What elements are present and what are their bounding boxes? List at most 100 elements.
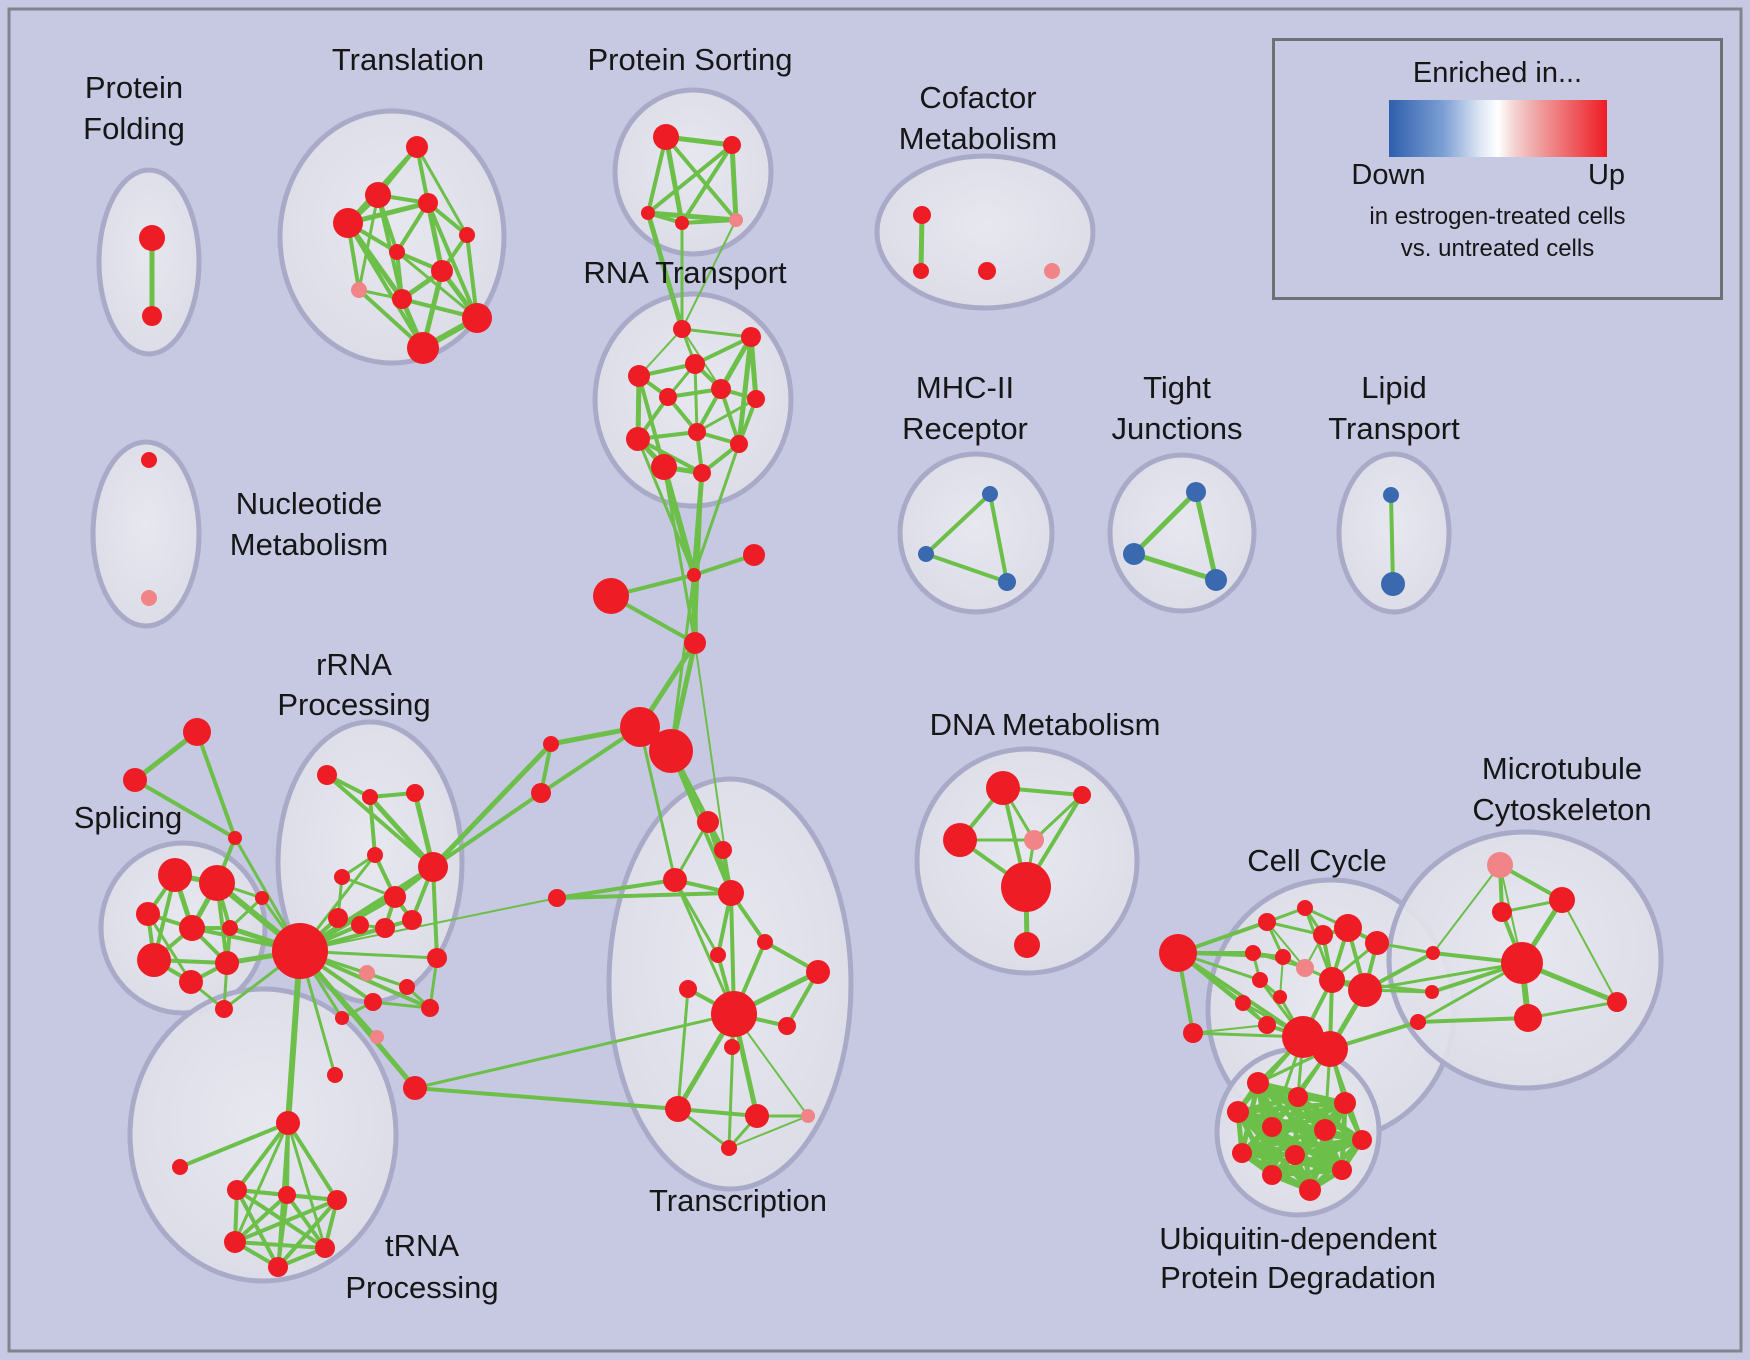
- gene-set-node-tn1: [227, 1180, 247, 1200]
- gene-set-node-tj1: [1123, 543, 1145, 565]
- gene-set-node-rt2: [685, 354, 705, 374]
- gene-set-node-rr2: [406, 784, 424, 802]
- edge: [736, 334, 754, 447]
- gene-set-node-tc12: [721, 1140, 737, 1156]
- gene-set-node-t6: [431, 260, 453, 282]
- gene-set-node-mt2: [1514, 1004, 1542, 1032]
- legend-ends: Down Up: [1351, 159, 1625, 197]
- gene-set-node-jx1: [1426, 946, 1440, 960]
- gene-set-node-u7: [1232, 1143, 1252, 1163]
- edge: [285, 1193, 327, 1250]
- gene-set-node-rt4: [659, 388, 677, 406]
- edge: [924, 552, 1009, 584]
- edge: [325, 773, 435, 869]
- edge: [431, 865, 439, 960]
- edge: [1131, 551, 1219, 583]
- gene-set-node-sp8: [215, 1000, 233, 1018]
- edge: [918, 212, 925, 274]
- gene-set-node-tj2: [1205, 569, 1227, 591]
- gene-set-node-h1: [620, 707, 660, 747]
- gene-set-node-u4: [1262, 1117, 1282, 1137]
- gene-set-node-pf2: [142, 306, 162, 326]
- gene-set-node-ps0: [653, 124, 679, 150]
- gene-set-node-cc10: [1348, 973, 1382, 1007]
- gene-set-node-cco: [1159, 934, 1197, 972]
- gene-set-node-rt7: [688, 423, 706, 441]
- gene-set-node-sp5: [137, 943, 171, 977]
- gene-set-node-tch: [711, 991, 757, 1037]
- gene-set-node-t5: [389, 244, 405, 260]
- gene-set-node-sp6: [215, 951, 239, 975]
- cluster-label-cell-cycle-line1: Cell Cycle: [1247, 843, 1387, 878]
- figure-border: [7, 7, 1743, 1353]
- cluster-label-rrna-processing-line2: Processing: [277, 687, 430, 722]
- gene-set-node-cj2: [684, 632, 706, 654]
- gene-set-node-tc7: [679, 980, 697, 998]
- edge: [924, 492, 992, 556]
- gene-set-node-cc9: [1319, 967, 1345, 993]
- edge: [133, 778, 237, 840]
- gene-set-node-tj0: [1186, 482, 1206, 502]
- gene-set-node-mt3: [1607, 992, 1627, 1012]
- gene-set-node-h2: [649, 729, 693, 773]
- gene-set-node-t4: [459, 227, 475, 243]
- gene-set-node-u11: [1299, 1179, 1321, 1201]
- cluster-label-protein-folding-line2: Folding: [83, 111, 185, 146]
- gene-set-node-rr12: [421, 999, 439, 1017]
- gene-set-node-rr0: [317, 765, 337, 785]
- gene-set-node-rt5: [711, 379, 731, 399]
- edge: [235, 1121, 290, 1192]
- edge: [1176, 951, 1305, 1039]
- edge: [1266, 921, 1306, 969]
- gene-set-node-tc0: [697, 811, 719, 833]
- gene-set-node-cc1: [1297, 900, 1313, 916]
- gene-set-node-rr1: [362, 789, 378, 805]
- gene-set-node-cco2: [1183, 1023, 1203, 1043]
- cluster-label-transcription-line1: Transcription: [649, 1183, 827, 1218]
- gene-set-node-t9: [462, 303, 492, 333]
- gene-set-node-u9: [1262, 1165, 1282, 1185]
- gene-set-node-tc10: [665, 1096, 691, 1122]
- gene-set-node-u6: [1352, 1130, 1372, 1150]
- gene-set-node-dp: [1024, 830, 1044, 850]
- cluster-ellipse-lipid-transport: [1336, 451, 1452, 615]
- edge: [680, 218, 738, 225]
- edge: [178, 1121, 290, 1169]
- gene-set-node-rr9: [402, 910, 422, 930]
- cluster-label-rna-transport-line1: RNA Transport: [583, 255, 787, 290]
- gene-set-node-nm0: [141, 452, 157, 468]
- edge: [691, 572, 698, 646]
- gene-set-node-ccp: [1296, 959, 1314, 977]
- gene-set-node-sp2: [136, 902, 160, 926]
- gene-set-node-tri2: [228, 831, 242, 845]
- gene-set-node-b1: [593, 578, 629, 614]
- gene-set-node-cch2: [1312, 1031, 1348, 1067]
- gene-set-node-tn4: [224, 1231, 246, 1253]
- gene-set-node-x2: [327, 1067, 343, 1083]
- edge: [555, 878, 677, 900]
- gene-set-node-cf1: [913, 263, 929, 279]
- gene-set-node-rt8: [626, 427, 650, 451]
- edge: [663, 134, 685, 226]
- gene-set-node-mh0: [982, 486, 998, 502]
- edge: [692, 442, 741, 577]
- edge: [680, 327, 753, 339]
- gene-set-node-mh2: [998, 573, 1016, 591]
- edge: [425, 200, 445, 274]
- gene-set-node-tn6: [268, 1257, 288, 1277]
- edge: [426, 201, 479, 320]
- cluster-label-splicing-line1: Splicing: [74, 800, 183, 835]
- edge: [276, 1198, 339, 1269]
- cluster-label-cofactor-metabolism-line2: Metabolism: [899, 121, 1058, 156]
- gene-set-node-rt1: [741, 327, 761, 347]
- cluster-label-microtubule-cytoskeleton-line1: Microtubule: [1482, 751, 1642, 786]
- gene-set-node-u3: [1227, 1101, 1249, 1123]
- gene-set-node-rr3: [367, 847, 383, 863]
- gene-set-node-cc2: [1313, 925, 1333, 945]
- gene-set-node-t8: [392, 289, 412, 309]
- gene-set-node-cl2: [531, 783, 551, 803]
- edge: [1389, 493, 1395, 586]
- gene-set-node-rr4: [334, 869, 350, 885]
- edge: [1416, 1016, 1530, 1024]
- edge: [233, 1198, 339, 1244]
